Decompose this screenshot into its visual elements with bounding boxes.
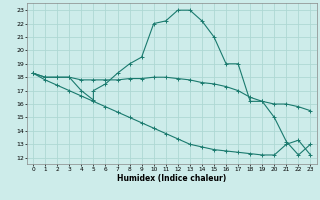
X-axis label: Humidex (Indice chaleur): Humidex (Indice chaleur) bbox=[117, 174, 227, 183]
